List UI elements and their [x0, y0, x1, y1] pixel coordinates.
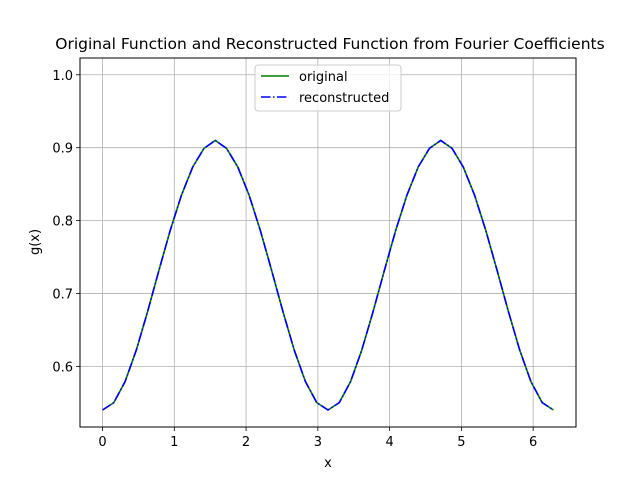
x-tick-label: 0	[98, 435, 106, 450]
y-tick-label: 1.0	[52, 69, 73, 84]
x-axis-label: x	[324, 456, 332, 471]
legend-label-reconstructed: reconstructed	[299, 91, 389, 106]
y-tick-label: 0.9	[52, 142, 73, 157]
y-tick-label: 0.8	[52, 215, 73, 230]
plot-lines	[102, 139, 554, 411]
series-line-reconstructed	[102, 139, 554, 411]
x-axis-ticks: 0 1 2 3 4 5 6	[98, 427, 537, 450]
y-axis-label: g(x)	[28, 229, 43, 255]
x-tick-label: 4	[385, 435, 393, 450]
x-tick-label: 5	[457, 435, 465, 450]
y-tick-label: 0.6	[52, 360, 73, 375]
y-axis-ticks: 0.6 0.7 0.8 0.9 1.0	[52, 69, 80, 375]
chart-title: Original Function and Reconstructed Func…	[55, 35, 604, 53]
y-tick-label: 0.7	[52, 288, 73, 303]
x-tick-label: 1	[170, 435, 178, 450]
plot-frame	[79, 57, 577, 428]
x-tick-label: 2	[242, 435, 250, 450]
legend-box	[254, 64, 402, 112]
x-tick-label: 3	[314, 435, 322, 450]
x-tick-label: 6	[529, 435, 537, 450]
grid	[80, 58, 576, 427]
legend-label-original: original	[299, 70, 348, 85]
legend: original reconstructed	[254, 64, 402, 112]
